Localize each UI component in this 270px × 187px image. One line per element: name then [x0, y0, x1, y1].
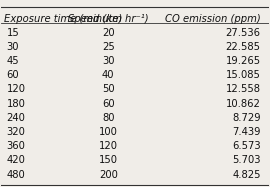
Text: 30: 30	[7, 42, 19, 52]
Text: 200: 200	[99, 170, 118, 180]
Text: 180: 180	[7, 99, 26, 109]
Text: 4.825: 4.825	[232, 170, 261, 180]
Text: 10.862: 10.862	[226, 99, 261, 109]
Text: 50: 50	[102, 85, 114, 94]
Text: 420: 420	[7, 155, 26, 165]
Text: 150: 150	[99, 155, 118, 165]
Text: 12.558: 12.558	[226, 85, 261, 94]
Text: Speed (km hr⁻¹): Speed (km hr⁻¹)	[68, 14, 148, 24]
Text: 7.439: 7.439	[232, 127, 261, 137]
Text: 19.265: 19.265	[225, 56, 261, 66]
Text: 5.703: 5.703	[232, 155, 261, 165]
Text: 80: 80	[102, 113, 114, 123]
Text: 240: 240	[7, 113, 26, 123]
Text: 320: 320	[7, 127, 26, 137]
Text: 45: 45	[7, 56, 19, 66]
Text: 480: 480	[7, 170, 25, 180]
Text: 40: 40	[102, 70, 114, 80]
Text: 6.573: 6.573	[232, 141, 261, 151]
Text: 100: 100	[99, 127, 118, 137]
Text: 120: 120	[99, 141, 118, 151]
Text: 25: 25	[102, 42, 115, 52]
Text: 8.729: 8.729	[232, 113, 261, 123]
Text: 20: 20	[102, 28, 114, 38]
Text: 120: 120	[7, 85, 26, 94]
Text: 27.536: 27.536	[226, 28, 261, 38]
Text: 15: 15	[7, 28, 19, 38]
Text: 60: 60	[7, 70, 19, 80]
Text: 60: 60	[102, 99, 114, 109]
Text: 30: 30	[102, 56, 114, 66]
Text: CO emission (ppm): CO emission (ppm)	[165, 14, 261, 24]
Text: 360: 360	[7, 141, 26, 151]
Text: 15.085: 15.085	[226, 70, 261, 80]
Text: Exposure time (minute): Exposure time (minute)	[4, 14, 122, 24]
Text: 22.585: 22.585	[226, 42, 261, 52]
